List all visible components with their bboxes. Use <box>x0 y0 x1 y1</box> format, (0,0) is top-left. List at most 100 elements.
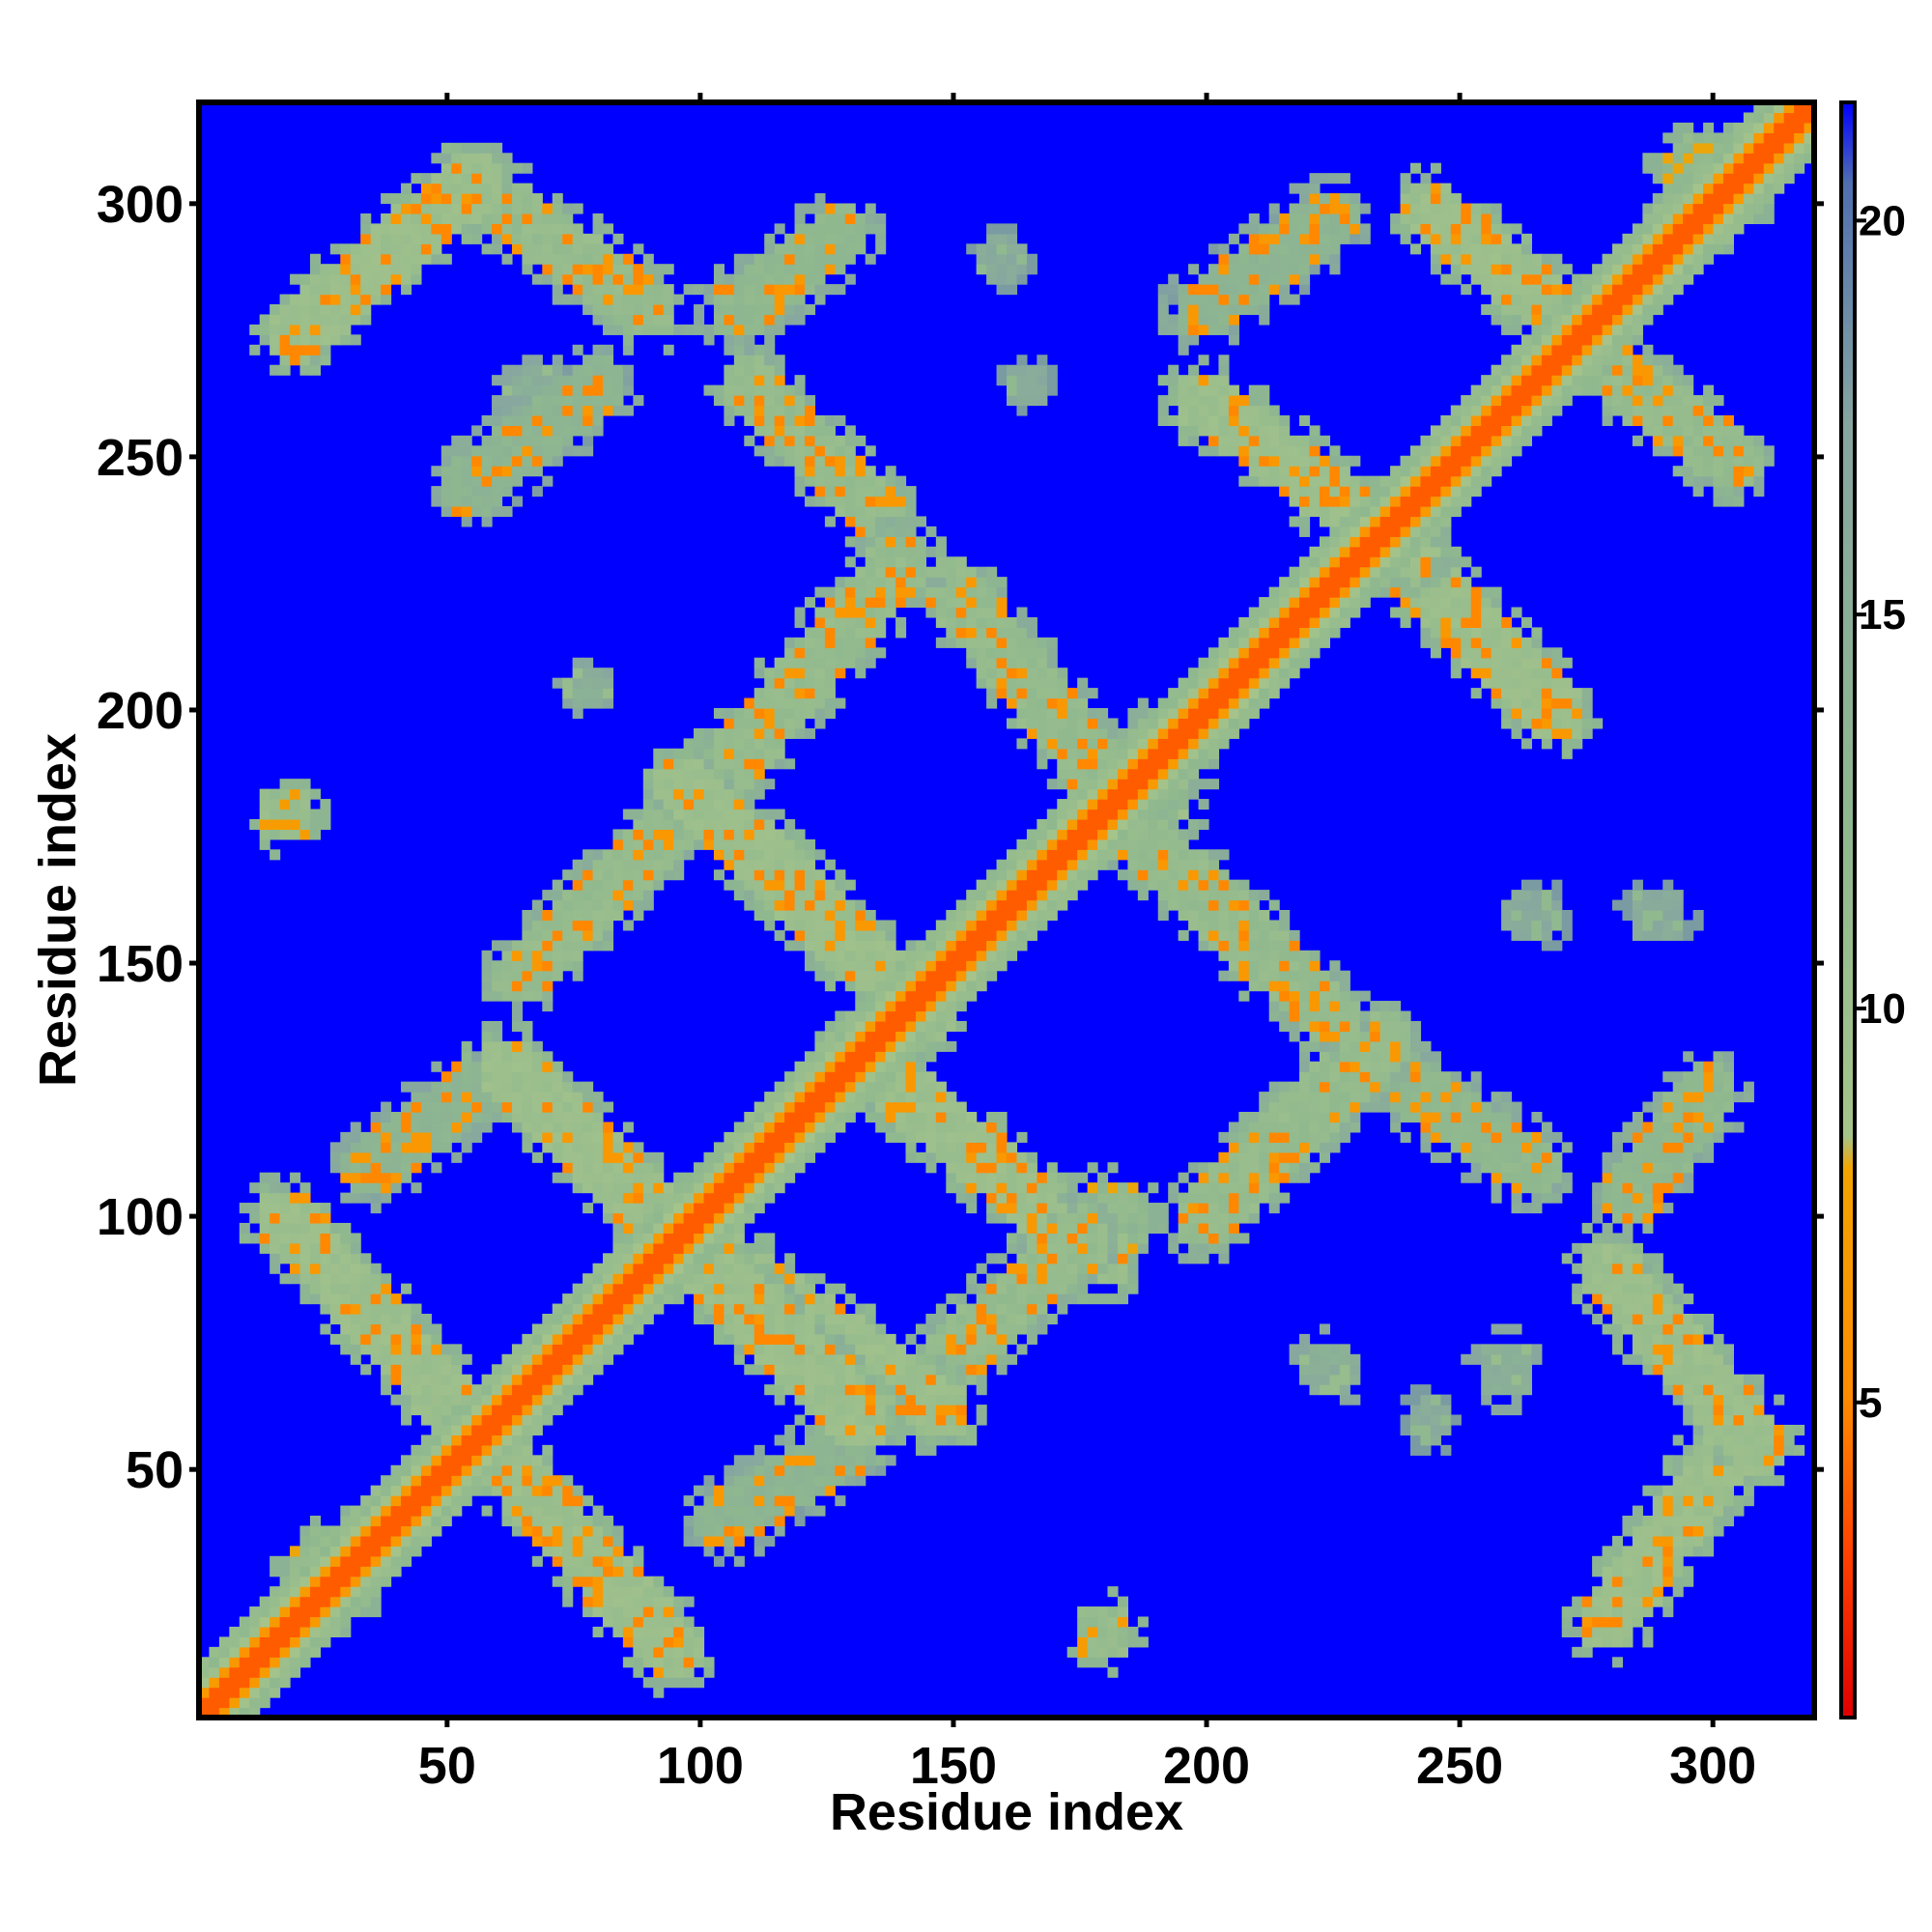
heatmap-cell <box>1572 1626 1583 1637</box>
heatmap-cell <box>370 1162 382 1174</box>
heatmap-cell <box>1168 738 1179 750</box>
heatmap-cell <box>905 1071 917 1083</box>
heatmap-cell <box>1390 1112 1402 1123</box>
heatmap-cell <box>381 1485 392 1496</box>
heatmap-cell <box>562 1374 574 1385</box>
heatmap-cell <box>1218 970 1230 981</box>
heatmap-cell <box>805 1323 816 1335</box>
heatmap-cell <box>1228 1142 1239 1153</box>
heatmap-cell <box>1198 1233 1209 1244</box>
heatmap-cell <box>1208 1203 1220 1214</box>
heatmap-cell <box>915 1344 926 1355</box>
heatmap-cell <box>1117 1253 1128 1264</box>
heatmap-cell <box>562 1596 574 1607</box>
heatmap-cell <box>753 718 765 729</box>
heatmap-cell <box>1753 1464 1765 1476</box>
heatmap-cell <box>411 1314 422 1325</box>
heatmap-cell <box>511 1364 523 1376</box>
heatmap-cell <box>784 1293 796 1305</box>
heatmap-cell <box>350 1314 361 1325</box>
heatmap-cell <box>633 1646 644 1658</box>
heatmap-cell <box>824 879 836 891</box>
heatmap-cell <box>1178 697 1189 709</box>
heatmap-cell <box>1097 1203 1109 1214</box>
heatmap-cell <box>552 929 563 941</box>
heatmap-cell <box>733 1203 745 1214</box>
heatmap-cell <box>1319 1323 1330 1335</box>
heatmap-cell <box>1007 657 1018 668</box>
heatmap-cell <box>1157 738 1169 750</box>
heatmap-cell <box>531 1475 543 1487</box>
heatmap-cell <box>582 1596 594 1607</box>
heatmap-cell <box>855 1031 867 1042</box>
heatmap-cell <box>1339 1081 1350 1093</box>
heatmap-cell <box>976 1374 987 1385</box>
heatmap-cell <box>582 1353 594 1365</box>
heatmap-cell <box>1057 879 1068 891</box>
heatmap-cell <box>986 940 998 952</box>
heatmap-cell <box>683 1626 695 1637</box>
heatmap-cell <box>1632 910 1643 922</box>
heatmap-cell <box>360 1364 372 1376</box>
heatmap-cell <box>814 940 826 952</box>
heatmap-cell <box>1511 1384 1522 1396</box>
heatmap-cell <box>1692 910 1704 922</box>
heatmap-cell <box>1370 1061 1381 1072</box>
heatmap-cell <box>865 1333 876 1345</box>
heatmap-cell <box>1672 1172 1684 1183</box>
heatmap-cell <box>805 1273 816 1285</box>
heatmap-cell <box>653 1242 665 1254</box>
heatmap-cell <box>1622 1122 1634 1133</box>
heatmap-cell <box>905 990 917 1002</box>
heatmap-cell <box>1672 920 1684 931</box>
heatmap-cell <box>875 929 887 941</box>
heatmap-cell <box>1703 1142 1715 1153</box>
heatmap-cell <box>299 829 311 840</box>
heatmap-cell <box>663 748 674 759</box>
heatmap-cell <box>572 677 583 689</box>
heatmap-cell <box>1420 1092 1432 1103</box>
heatmap-cell <box>653 1192 665 1204</box>
heatmap-cell <box>1238 1122 1250 1133</box>
heatmap-cell <box>1127 718 1139 729</box>
heatmap-cell <box>905 1010 917 1022</box>
heatmap-cell <box>835 1051 846 1063</box>
heatmap-cell <box>753 1192 765 1204</box>
heatmap-cell <box>976 1122 987 1133</box>
heatmap-cell <box>996 1314 1008 1325</box>
heatmap-cell <box>1148 838 1159 850</box>
heatmap-cell <box>1430 1112 1441 1123</box>
heatmap-cell <box>1279 637 1291 648</box>
heatmap-cell <box>1279 1101 1291 1113</box>
heatmap-cell <box>592 1131 604 1143</box>
heatmap-cell <box>531 1384 543 1396</box>
heatmap-cell <box>542 1323 554 1335</box>
heatmap-cell <box>1672 1162 1684 1174</box>
heatmap-cell <box>420 1435 432 1446</box>
heatmap-cell <box>1722 1464 1734 1476</box>
heatmap-cell <box>805 1444 816 1456</box>
heatmap-cell <box>511 1475 523 1487</box>
heatmap-cell <box>1319 1384 1330 1396</box>
heatmap-cell <box>1127 809 1139 820</box>
heatmap-cell <box>724 1151 735 1163</box>
heatmap-cell <box>1026 1182 1037 1194</box>
heatmap-cell <box>1612 1283 1624 1294</box>
heatmap-cell <box>986 647 998 659</box>
heatmap-cell <box>683 768 695 780</box>
heatmap-cell <box>370 1303 382 1315</box>
heatmap-cell <box>1178 809 1189 820</box>
heatmap-cell <box>592 1101 604 1113</box>
heatmap-cell <box>966 1192 978 1204</box>
heatmap-cell <box>440 1424 452 1435</box>
heatmap-cell <box>290 1233 301 1244</box>
heatmap-cell <box>855 1435 867 1446</box>
heatmap-cell <box>481 1020 493 1032</box>
heatmap-cell <box>835 950 846 961</box>
heatmap-cell <box>855 657 867 668</box>
heatmap-cell <box>1511 708 1522 720</box>
heatmap-cell <box>390 1303 402 1315</box>
heatmap-cell <box>794 1273 806 1285</box>
heatmap-cell <box>1703 1525 1715 1537</box>
heatmap-cell <box>1107 818 1119 830</box>
